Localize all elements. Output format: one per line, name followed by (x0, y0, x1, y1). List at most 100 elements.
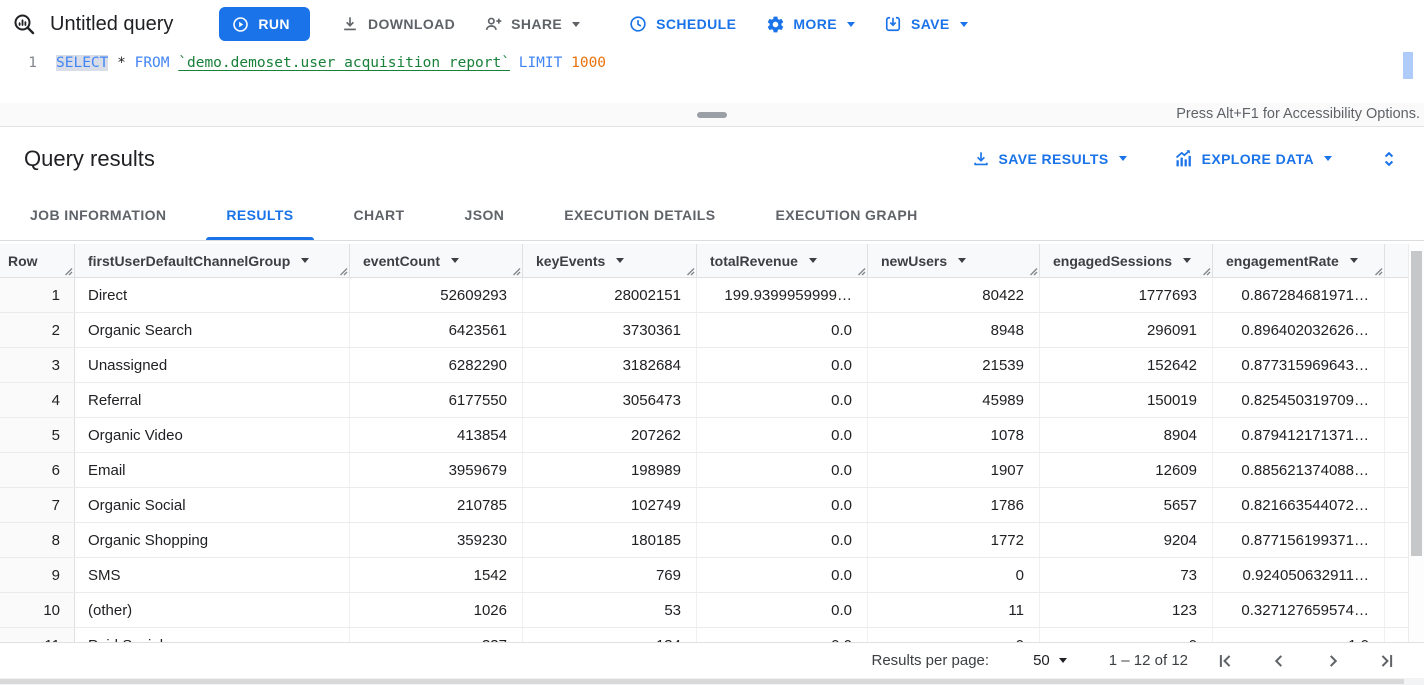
column-header-engagementRate[interactable]: engagementRate (1213, 244, 1385, 277)
column-resize-handle-icon[interactable] (512, 267, 521, 276)
schedule-button[interactable]: SCHEDULE (628, 14, 736, 34)
table-horizontal-scrollbar[interactable] (0, 678, 1424, 685)
column-header-firstUserDefaultChannelGroup[interactable]: firstUserDefaultChannelGroup (75, 244, 350, 277)
tab-execution-details[interactable]: EXECUTION DETAILS (564, 207, 716, 223)
data-cell: 0.0 (697, 523, 868, 557)
table-row: 10 (other) 1026 53 0.0 11 123 0.327127659574… (0, 593, 1424, 628)
pagination-bar: Results per page: 50 1 – 12 of 12 (0, 642, 1424, 678)
table-vertical-scrollbar[interactable] (1408, 244, 1424, 642)
data-cell: Unassigned (75, 348, 350, 382)
column-header-newUsers[interactable]: newUsers (868, 244, 1040, 277)
tab-chart[interactable]: CHART (353, 207, 405, 223)
data-cell: 28002151 (523, 278, 697, 312)
splitter-drag-handle[interactable] (697, 112, 727, 118)
table-horizontal-scrollbar-thumb[interactable] (0, 679, 1404, 684)
share-button[interactable]: SHARE (483, 14, 581, 34)
data-cell: 180185 (523, 523, 697, 557)
column-header-totalRevenue[interactable]: totalRevenue (697, 244, 868, 277)
sql-code-line[interactable]: SELECT * FROM `demo.demoset.user_acquisi… (56, 48, 606, 103)
column-resize-handle-icon[interactable] (1202, 267, 1211, 276)
column-menu-caret-icon (1183, 258, 1192, 263)
data-cell: 769 (523, 558, 697, 592)
query-title: Untitled query (50, 12, 174, 35)
data-cell: 207262 (523, 418, 697, 452)
tab-job-information[interactable]: JOB INFORMATION (30, 207, 167, 223)
data-cell: 12609 (1040, 453, 1213, 487)
chevron-down-icon (1118, 156, 1127, 161)
column-header-Row[interactable]: Row (0, 244, 75, 277)
data-cell: 0.0 (697, 383, 868, 417)
more-button[interactable]: MORE (766, 15, 855, 34)
chart-icon (1173, 148, 1194, 169)
explore-data-button[interactable]: EXPLORE DATA (1173, 148, 1332, 169)
data-cell: 1777693 (1040, 278, 1213, 312)
query-results-title: Query results (24, 145, 155, 171)
column-resize-handle-icon[interactable] (686, 267, 695, 276)
first-page-button[interactable] (1214, 650, 1236, 672)
column-header-eventCount[interactable]: eventCount (350, 244, 523, 277)
data-cell: 0.0 (697, 313, 868, 347)
table-vertical-scrollbar-thumb[interactable] (1411, 251, 1422, 556)
data-cell: 0 (1040, 628, 1213, 642)
column-header-engagedSessions[interactable]: engagedSessions (1040, 244, 1213, 277)
next-page-button[interactable] (1322, 650, 1344, 672)
column-resize-handle-icon[interactable] (339, 267, 348, 276)
last-page-button[interactable] (1376, 650, 1398, 672)
data-cell: 0.877156199371… (1213, 523, 1385, 557)
data-cell: 0.0 (697, 418, 868, 452)
data-cell: 3959679 (350, 453, 523, 487)
data-cell: 1542 (350, 558, 523, 592)
sql-editor[interactable]: 1 SELECT * FROM `demo.demoset.user_acqui… (0, 48, 1424, 103)
table-row: 2 Organic Search 6423561 3730361 0.0 8948 2960… (0, 313, 1424, 348)
tab-execution-graph[interactable]: EXECUTION GRAPH (775, 207, 918, 223)
data-cell: 1026 (350, 593, 523, 627)
data-cell: 0 (868, 628, 1040, 642)
expand-results-icon[interactable] (1378, 148, 1400, 170)
page-navigation (1214, 650, 1398, 672)
download-button[interactable]: DOWNLOAD (340, 14, 455, 34)
column-resize-handle-icon[interactable] (1029, 267, 1038, 276)
row-number-cell: 10 (0, 593, 75, 627)
data-cell: 413854 (350, 418, 523, 452)
data-cell: 80422 (868, 278, 1040, 312)
save-results-button[interactable]: SAVE RESULTS (971, 149, 1127, 169)
sql-table-reference-link[interactable]: `demo.demoset.user_acquisition_report` (178, 55, 510, 71)
table-row: 8 Organic Shopping 359230 180185 0.0 1772 9204… (0, 523, 1424, 558)
data-cell: 3056473 (523, 383, 697, 417)
data-cell: 5657 (1040, 488, 1213, 522)
person-add-icon (483, 14, 503, 34)
chevron-down-icon (846, 21, 855, 27)
page-size-select[interactable]: 50 (1033, 652, 1067, 669)
run-button[interactable]: RUN (219, 7, 310, 41)
tab-results[interactable]: RESULTS (196, 190, 323, 240)
schedule-label: SCHEDULE (656, 16, 737, 32)
sql-limit-value: 1000 (571, 55, 607, 71)
sql-keyword-from: FROM (134, 55, 170, 71)
row-number-cell: 2 (0, 313, 75, 347)
column-menu-caret-icon (616, 258, 625, 263)
data-cell: 150019 (1040, 383, 1213, 417)
results-tabs: JOB INFORMATION RESULTS CHART JSON EXECUTION… (0, 190, 1424, 241)
data-cell: Paid Social (75, 628, 350, 642)
tab-json[interactable]: JSON (464, 207, 505, 223)
editor-scrollbar-thumb[interactable] (1403, 52, 1413, 79)
data-cell: 123 (1040, 593, 1213, 627)
data-cell: SMS (75, 558, 350, 592)
column-resize-handle-icon[interactable] (1374, 267, 1383, 276)
data-cell: 3730361 (523, 313, 697, 347)
column-label: firstUserDefaultChannelGroup (88, 252, 291, 269)
save-button[interactable]: SAVE (883, 14, 968, 34)
data-cell: 0.877315969643… (1213, 348, 1385, 382)
column-resize-handle-icon[interactable] (857, 267, 866, 276)
previous-page-button[interactable] (1268, 650, 1290, 672)
data-cell: Organic Video (75, 418, 350, 452)
data-cell: 8948 (868, 313, 1040, 347)
row-number-cell: 1 (0, 278, 75, 312)
clock-icon (628, 14, 648, 34)
column-header-keyEvents[interactable]: keyEvents (523, 244, 697, 277)
data-cell: 1772 (868, 523, 1040, 557)
column-resize-handle-icon[interactable] (64, 267, 73, 276)
results-table-header: Row firstUserDefaultChannelGroup eventCoun… (0, 244, 1424, 278)
save-results-label: SAVE RESULTS (998, 150, 1109, 167)
row-number-cell: 9 (0, 558, 75, 592)
